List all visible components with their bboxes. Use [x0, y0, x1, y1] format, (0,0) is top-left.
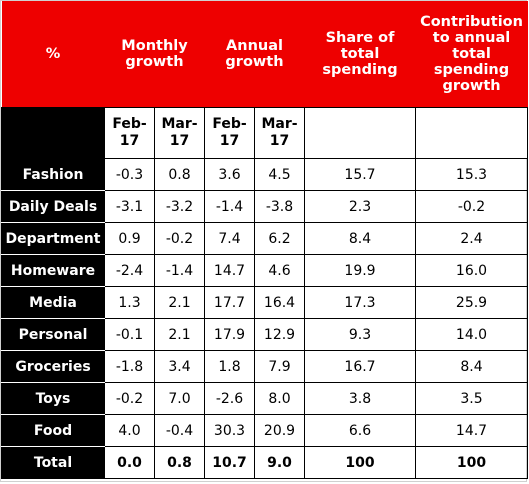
value-cell: 1.8 [204, 350, 255, 383]
value-cell: 12.9 [253, 318, 306, 351]
table-row: Fashion -0.3 0.8 3.6 4.5 15.7 15.3 [1, 158, 529, 191]
subheader-blank [1, 107, 105, 159]
value-cell: 0.8 [154, 446, 205, 479]
header-row: % Monthly growth Annual growth Share of … [1, 1, 528, 108]
row-label: Daily Deals [1, 190, 105, 223]
value-cell: 17.7 [204, 286, 255, 319]
subheader-month: Mar- 17 [154, 107, 205, 159]
contribution-header: Contribution to annual total spending gr… [415, 1, 528, 108]
value-cell: 19.9 [304, 254, 417, 287]
value-cell: 8.0 [253, 382, 306, 415]
share-header: Share of total spending [304, 1, 416, 108]
value-cell: -3.8 [253, 190, 306, 223]
value-cell: 14.7 [204, 254, 255, 287]
value-cell: -0.4 [154, 414, 205, 447]
value-cell: 16.4 [253, 286, 306, 319]
row-label: Total [1, 446, 105, 479]
value-cell: 6.6 [304, 414, 417, 447]
value-cell: -0.2 [415, 190, 529, 223]
value-cell: -1.4 [154, 254, 205, 287]
unit-header: % [1, 1, 105, 108]
value-cell: 2.3 [304, 190, 417, 223]
value-cell: 2.1 [154, 318, 205, 351]
subheader-month: Feb- 17 [104, 107, 155, 159]
value-cell: -2.6 [204, 382, 255, 415]
value-cell: 4.6 [253, 254, 306, 287]
value-cell: 2.4 [415, 222, 529, 255]
value-cell: -1.8 [104, 350, 155, 383]
row-label: Toys [1, 382, 105, 415]
value-cell: 7.0 [154, 382, 205, 415]
table-row: Toys -0.2 7.0 -2.6 8.0 3.8 3.5 [1, 382, 529, 415]
row-label: Personal [1, 318, 105, 351]
subheader-blank [415, 107, 529, 159]
value-cell: 8.4 [415, 350, 529, 383]
value-cell: -0.2 [154, 222, 205, 255]
value-cell: -3.2 [154, 190, 205, 223]
subheader-blank [304, 107, 417, 159]
row-label: Fashion [1, 158, 105, 191]
value-cell: 8.4 [304, 222, 417, 255]
table-row: Groceries -1.8 3.4 1.8 7.9 16.7 8.4 [1, 350, 529, 383]
value-cell: -0.3 [104, 158, 155, 191]
value-cell: 14.0 [415, 318, 529, 351]
value-cell: 3.8 [304, 382, 417, 415]
value-cell: 2.1 [154, 286, 205, 319]
value-cell: 0.0 [104, 446, 155, 479]
value-cell: 16.0 [415, 254, 529, 287]
value-cell: 7.9 [253, 350, 306, 383]
value-cell: 15.7 [304, 158, 417, 191]
table-row: Media 1.3 2.1 17.7 16.4 17.3 25.9 [1, 286, 529, 319]
value-cell: 25.9 [415, 286, 529, 319]
total-row: Total 0.0 0.8 10.7 9.0 100 100 [1, 446, 529, 479]
value-cell: 100 [415, 446, 529, 479]
monthly-growth-header: Monthly growth [104, 1, 205, 108]
row-label: Homeware [1, 254, 105, 287]
annual-growth-header: Annual growth [204, 1, 305, 108]
row-label: Groceries [1, 350, 105, 383]
table-row: Personal -0.1 2.1 17.9 12.9 9.3 14.0 [1, 318, 529, 351]
value-cell: 4.0 [104, 414, 155, 447]
value-cell: 3.5 [415, 382, 529, 415]
value-cell: 1.3 [104, 286, 155, 319]
subheader-month: Mar- 17 [253, 107, 306, 159]
value-cell: 100 [304, 446, 417, 479]
table-row: Homeware -2.4 -1.4 14.7 4.6 19.9 16.0 [1, 254, 529, 287]
value-cell: 9.0 [253, 446, 306, 479]
value-cell: 9.3 [304, 318, 417, 351]
table-row: Daily Deals -3.1 -3.2 -1.4 -3.8 2.3 -0.2 [1, 190, 529, 223]
value-cell: 0.8 [154, 158, 205, 191]
value-cell: -3.1 [104, 190, 155, 223]
table-row: Food 4.0 -0.4 30.3 20.9 6.6 14.7 [1, 414, 529, 447]
row-label: Food [1, 414, 105, 447]
value-cell: 30.3 [204, 414, 255, 447]
value-cell: -0.1 [104, 318, 155, 351]
row-label: Department [1, 222, 105, 255]
value-cell: 17.9 [204, 318, 255, 351]
value-cell: 10.7 [204, 446, 255, 479]
value-cell: 4.5 [253, 158, 306, 191]
value-cell: 0.9 [104, 222, 155, 255]
row-label: Media [1, 286, 105, 319]
value-cell: 3.4 [154, 350, 205, 383]
value-cell: 6.2 [253, 222, 306, 255]
value-cell: -0.2 [104, 382, 155, 415]
value-cell: 15.3 [415, 158, 529, 191]
value-cell: 14.7 [415, 414, 529, 447]
value-cell: 7.4 [204, 222, 255, 255]
value-cell: -1.4 [204, 190, 255, 223]
value-cell: 3.6 [204, 158, 255, 191]
subheader-row: Feb- 17 Mar- 17 Feb- 17 Mar- 17 [1, 107, 529, 159]
value-cell: -2.4 [104, 254, 155, 287]
subheader-month: Feb- 17 [204, 107, 255, 159]
table-row: Department 0.9 -0.2 7.4 6.2 8.4 2.4 [1, 222, 529, 255]
value-cell: 17.3 [304, 286, 417, 319]
value-cell: 16.7 [304, 350, 417, 383]
value-cell: 20.9 [253, 414, 306, 447]
